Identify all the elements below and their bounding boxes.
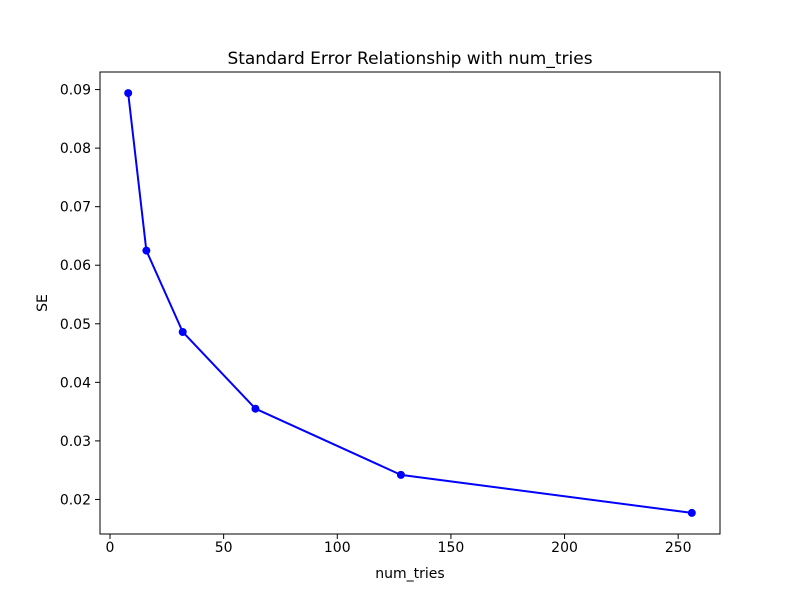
data-point-marker — [124, 89, 133, 98]
y-tick-label: 0.08 — [60, 141, 91, 157]
data-series-layer — [124, 89, 696, 517]
y-tick-label: 0.07 — [60, 200, 91, 216]
data-point-marker — [142, 246, 151, 255]
y-tick-label: 0.06 — [60, 258, 91, 274]
plot-area — [99, 71, 721, 535]
x-tick-label: 150 — [438, 540, 465, 556]
x-tick-label: 250 — [665, 540, 692, 556]
axis-ticks-layer: 0 50 100 150 200 250 0.02 0.03 0.04 0.05 0.06 0.07 0… — [60, 83, 692, 556]
y-axis-label: SE — [35, 294, 51, 312]
se-line-series — [127, 92, 693, 514]
data-point-marker — [178, 327, 187, 336]
x-tick-label: 0 — [106, 540, 115, 556]
data-point-marker — [687, 508, 696, 517]
data-point-marker — [396, 470, 405, 479]
y-tick-label: 0.02 — [60, 492, 91, 508]
data-point-marker — [251, 404, 260, 413]
x-axis-label: num_tries — [375, 566, 444, 582]
x-tick-label: 100 — [324, 540, 351, 556]
x-tick-label: 200 — [551, 540, 578, 556]
chart-title: Standard Error Relationship with num_tri… — [227, 49, 592, 69]
y-tick-label: 0.03 — [60, 434, 91, 450]
y-tick-label: 0.04 — [60, 375, 91, 391]
x-tick-label: 50 — [215, 540, 233, 556]
y-tick-label: 0.05 — [60, 317, 91, 333]
y-tick-label: 0.09 — [60, 83, 91, 99]
